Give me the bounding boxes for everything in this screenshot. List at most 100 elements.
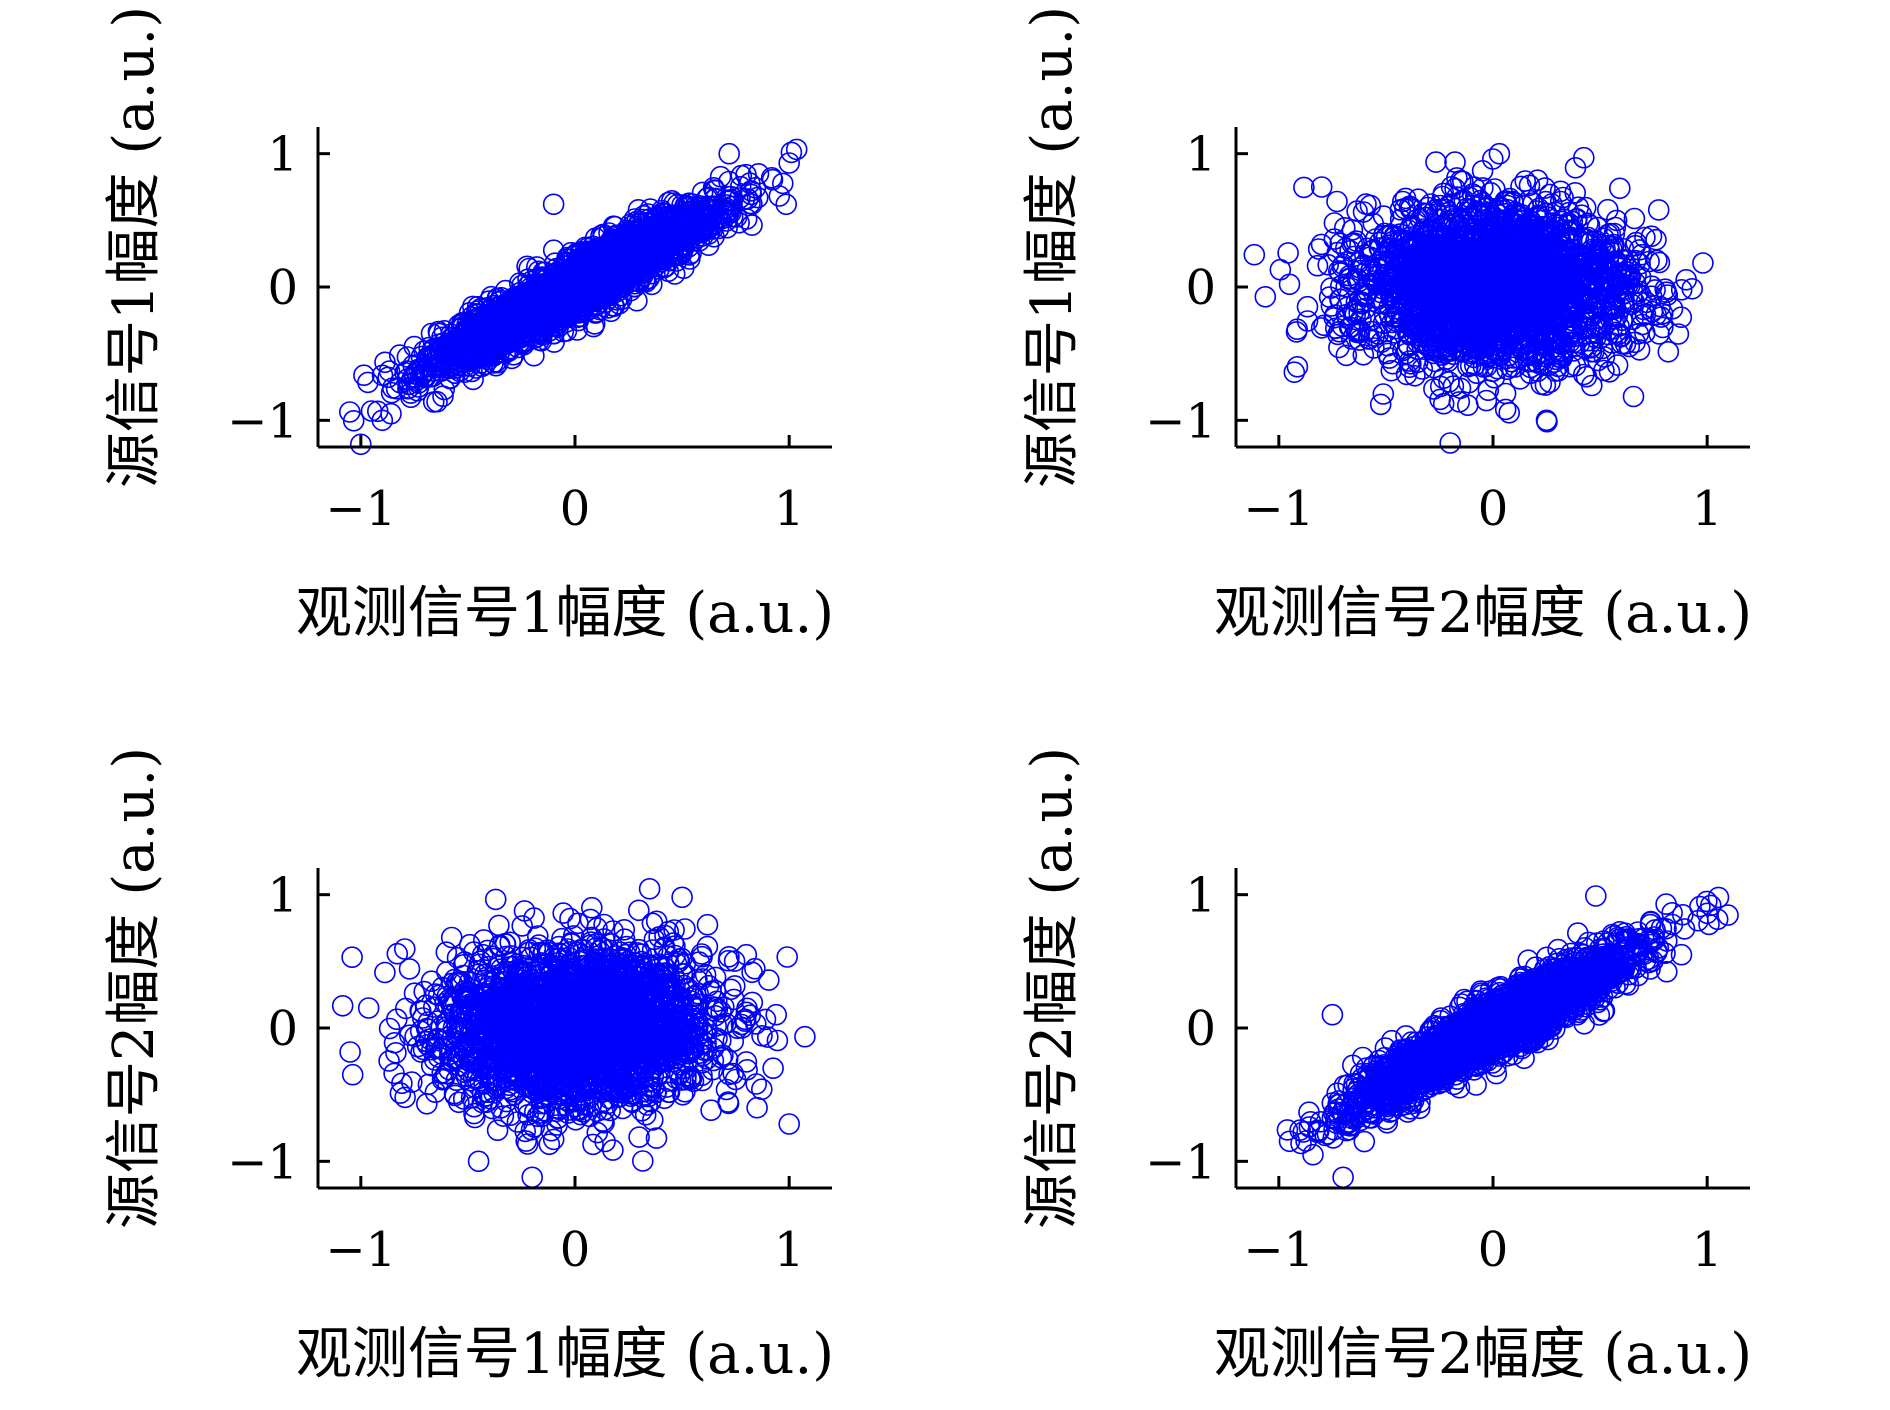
scatter-point [618,232,641,254]
scatter-point [617,250,639,272]
scatter-point [589,271,612,294]
scatter-point [672,257,695,280]
scatter-point [349,433,372,456]
scatter-point [509,326,532,349]
scatter-point [460,323,483,346]
scatter-point [481,315,504,338]
scatter-point [559,299,582,322]
y-tick-label: −1 [227,393,298,449]
scatter-point [467,323,490,345]
scatter-point [740,183,763,206]
scatter-point [542,239,565,261]
scatter-point [429,360,452,383]
scatter-point [452,343,474,366]
scatter-point [709,165,732,188]
scatter-point [735,163,757,186]
scatter-point [1286,355,1309,378]
scatter-point [1372,383,1395,405]
scatter-point [605,249,628,272]
scatter-point [442,326,465,349]
scatter-point [686,211,709,233]
x-tick-label: −1 [325,481,396,537]
y-tick-label: 1 [267,127,298,183]
scatter-point [771,172,794,195]
x-tick-label: 1 [774,481,805,537]
x-axis-label: 观测信号1幅度 (a.u.) [296,581,834,646]
scatter-point [581,250,604,273]
scatter-point [653,202,676,224]
scatter-point [636,228,659,250]
y-tick-label: 0 [267,260,298,316]
scatter-point [427,346,450,368]
scatter-point [445,343,468,365]
scatter-point [760,167,783,189]
scatter-point [342,409,365,432]
scatter-point [573,248,595,271]
scatter-point [785,138,808,161]
scatter-point [360,400,383,422]
scatter-point [490,316,513,339]
scatter-point [780,141,803,164]
scatter-point [741,193,763,215]
scatter-point [494,300,516,323]
scatter-points [1243,142,1714,454]
scatter-point [747,163,770,185]
scatter-point [426,390,448,413]
scatter-point [398,373,420,396]
scatter-point [420,322,443,345]
y-axis-label: 源信号1幅度 (a.u.) [102,6,167,488]
scatter-point [1369,393,1392,416]
scatter-point [479,298,501,321]
scatter-point [403,366,426,388]
scatter-point [578,275,601,297]
x-tick-label: 0 [560,481,591,537]
scatter-point [706,203,729,225]
scatter-point [407,376,430,398]
scatter-point [434,356,457,379]
scatter-point [377,366,400,389]
scatter-point [475,336,498,359]
scatter-point [469,352,492,374]
scatter-point [1597,198,1619,221]
scatter-point [1644,279,1666,301]
scatter-point [507,302,529,325]
scatter-point [516,255,538,278]
scatter-point [480,285,503,308]
scatter-point [415,348,438,371]
scatter-point [778,152,801,174]
scatter-point [681,217,704,240]
scatter-point [718,142,741,165]
scatter-point [1609,177,1631,200]
scatter-point [647,230,670,252]
scatter-point [476,303,499,326]
scatter-point [1622,308,1644,331]
chart-panel-1: −1 −1 0 0 1 1 观测信号1幅度 (a.u.) 源信号1幅度 (a.u.) [102,6,834,646]
scatter-point [542,193,565,216]
scatter-point [486,330,509,353]
scatter-point [733,188,756,210]
scatter-point [741,214,763,236]
scatter-point [660,241,683,263]
scatter-point [719,202,742,224]
scatter-point [433,378,456,401]
scatter-point [623,208,646,230]
scatter-point [504,294,527,316]
scatter-point [541,300,564,322]
scatter-point [628,270,651,293]
scatter-point [353,364,375,387]
scatter-point [584,268,607,291]
scatter-point [593,237,615,260]
scatter-point [380,381,403,404]
scatter-point [662,213,684,235]
scatter-point [696,187,718,210]
scatter-point [1647,199,1670,221]
scatter-point [461,360,483,383]
scatter-point [768,185,791,207]
scatter-point [665,215,688,238]
scatter-point [518,295,540,318]
scatter-point [627,199,650,221]
scatter-point [704,188,727,210]
